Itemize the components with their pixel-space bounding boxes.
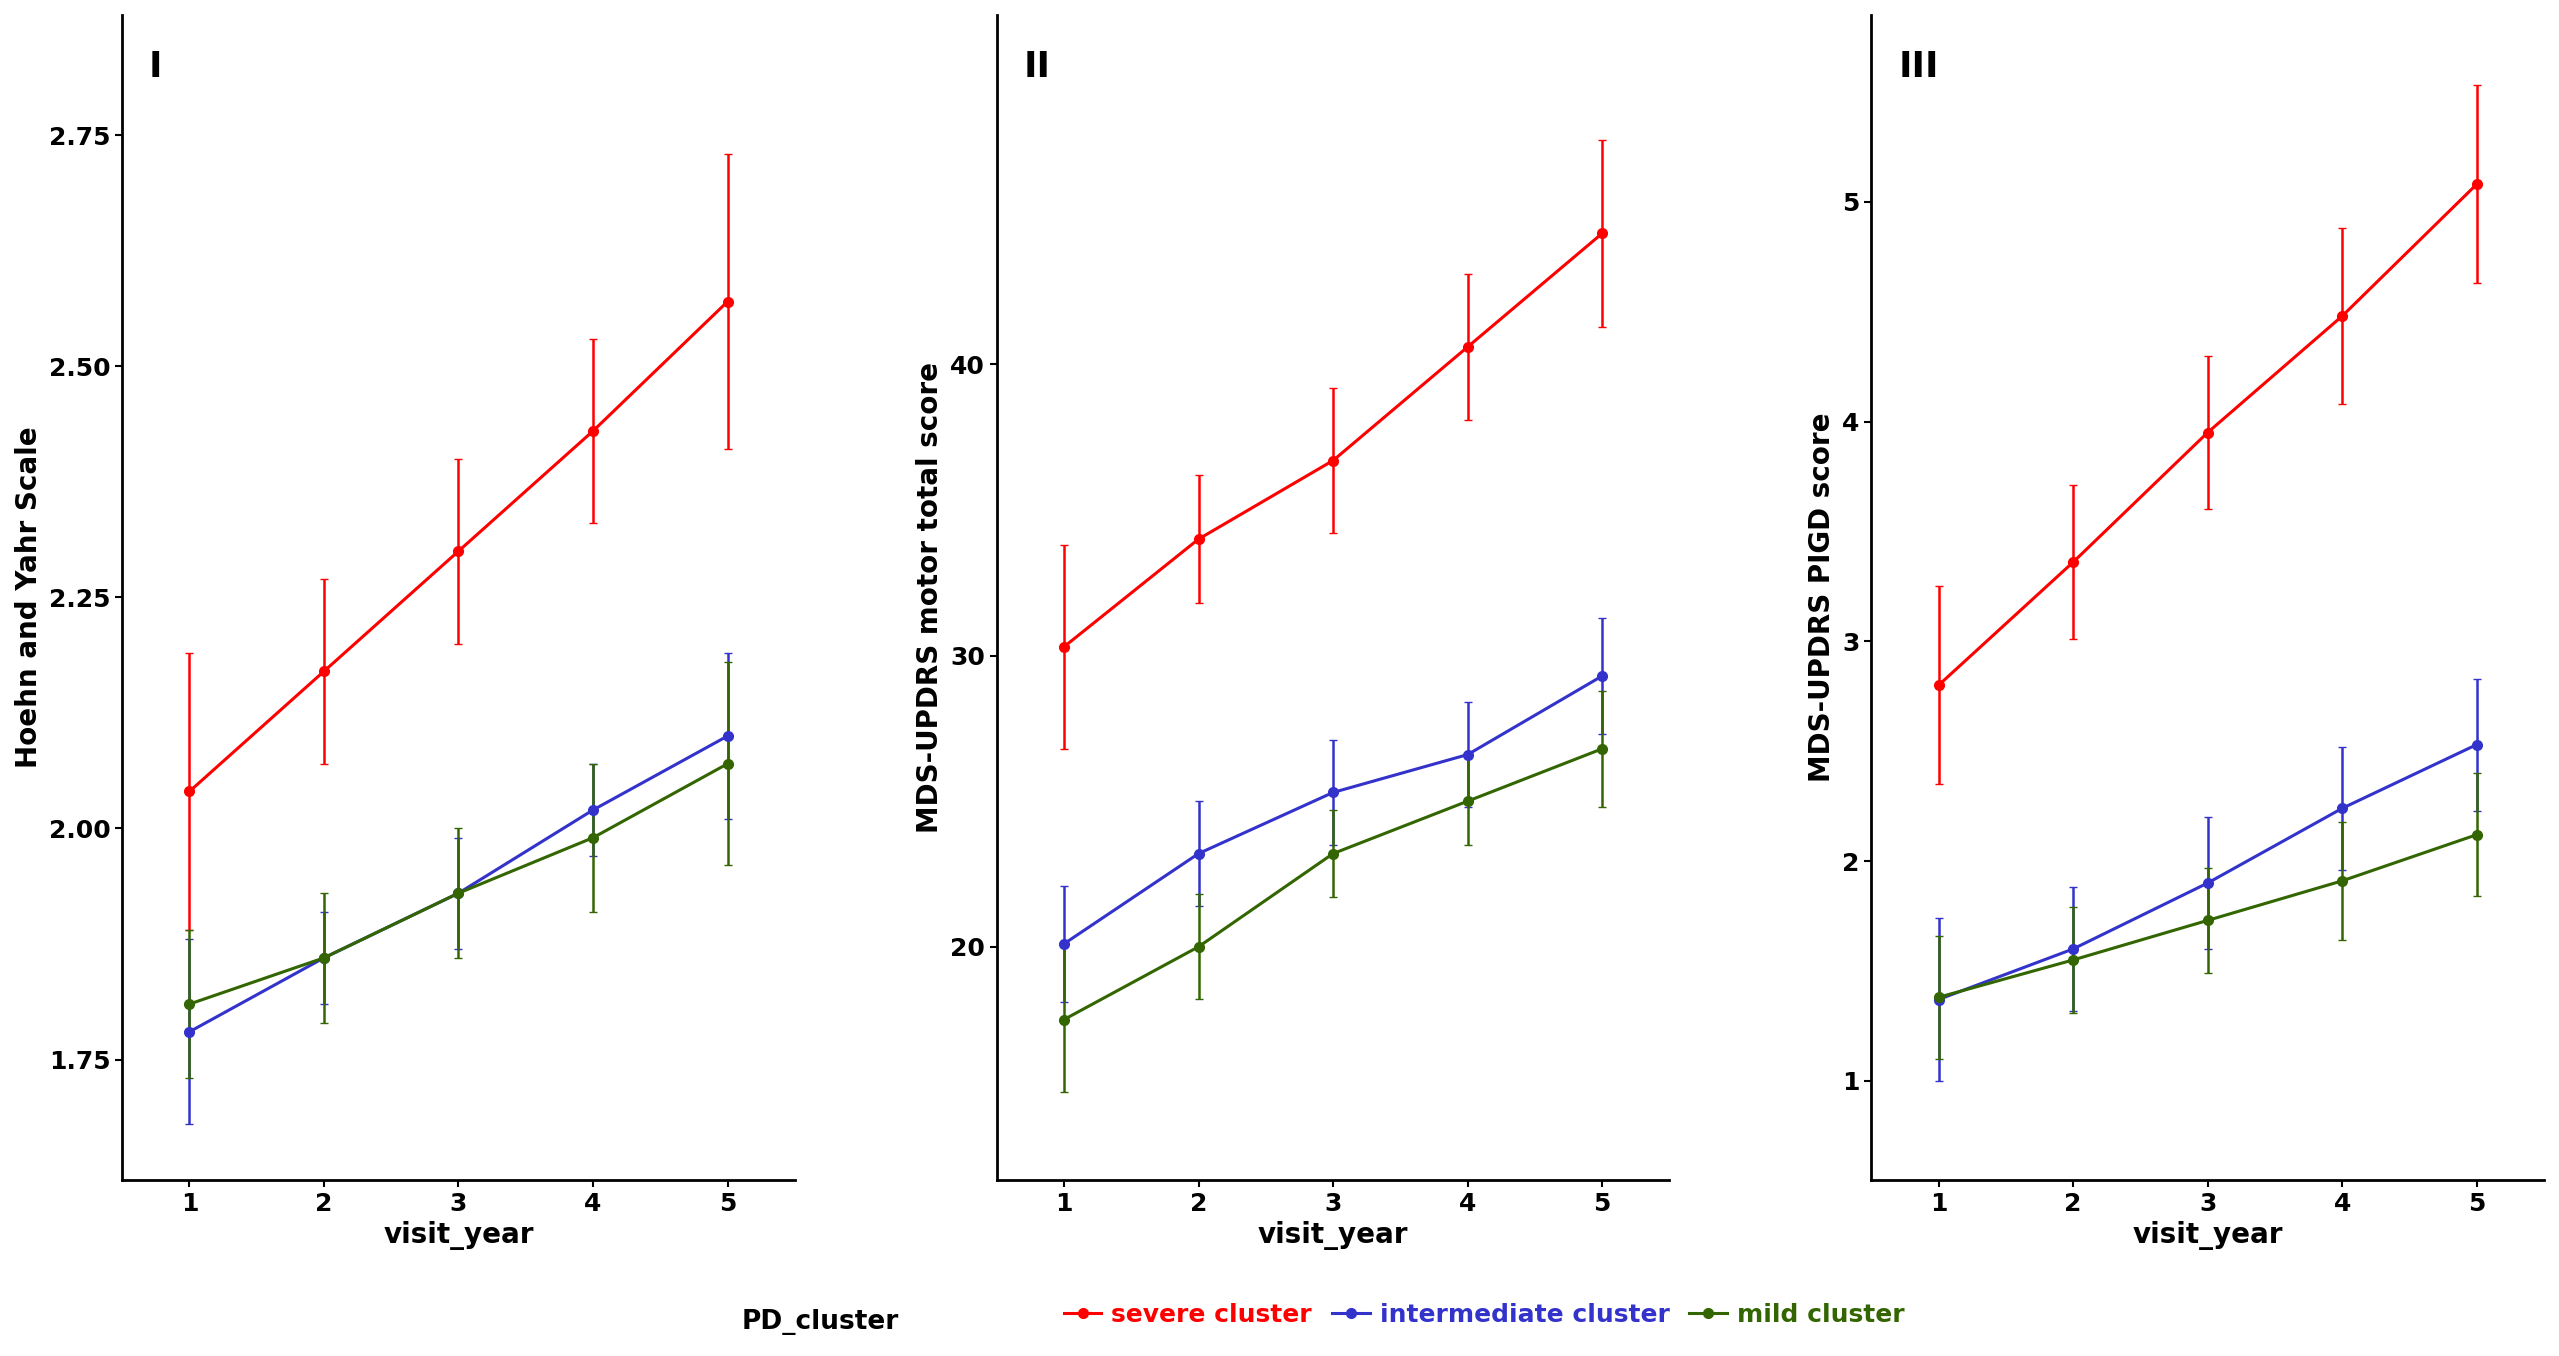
Y-axis label: Hoehn and Yahr Scale: Hoehn and Yahr Scale bbox=[15, 427, 44, 767]
Text: I: I bbox=[148, 50, 164, 84]
X-axis label: visit_year: visit_year bbox=[384, 1222, 535, 1250]
Text: II: II bbox=[1024, 50, 1052, 84]
X-axis label: visit_year: visit_year bbox=[2132, 1222, 2283, 1250]
Legend: severe cluster, intermediate cluster, mild cluster: severe cluster, intermediate cluster, mi… bbox=[1054, 1292, 1914, 1337]
Y-axis label: MDS-UPDRS motor total score: MDS-UPDRS motor total score bbox=[916, 362, 944, 833]
Text: PD_cluster: PD_cluster bbox=[742, 1309, 898, 1336]
X-axis label: visit_year: visit_year bbox=[1259, 1222, 1407, 1250]
Text: III: III bbox=[1899, 50, 1940, 84]
Y-axis label: MDS-UPDRS PIGD score: MDS-UPDRS PIGD score bbox=[1809, 412, 1837, 782]
